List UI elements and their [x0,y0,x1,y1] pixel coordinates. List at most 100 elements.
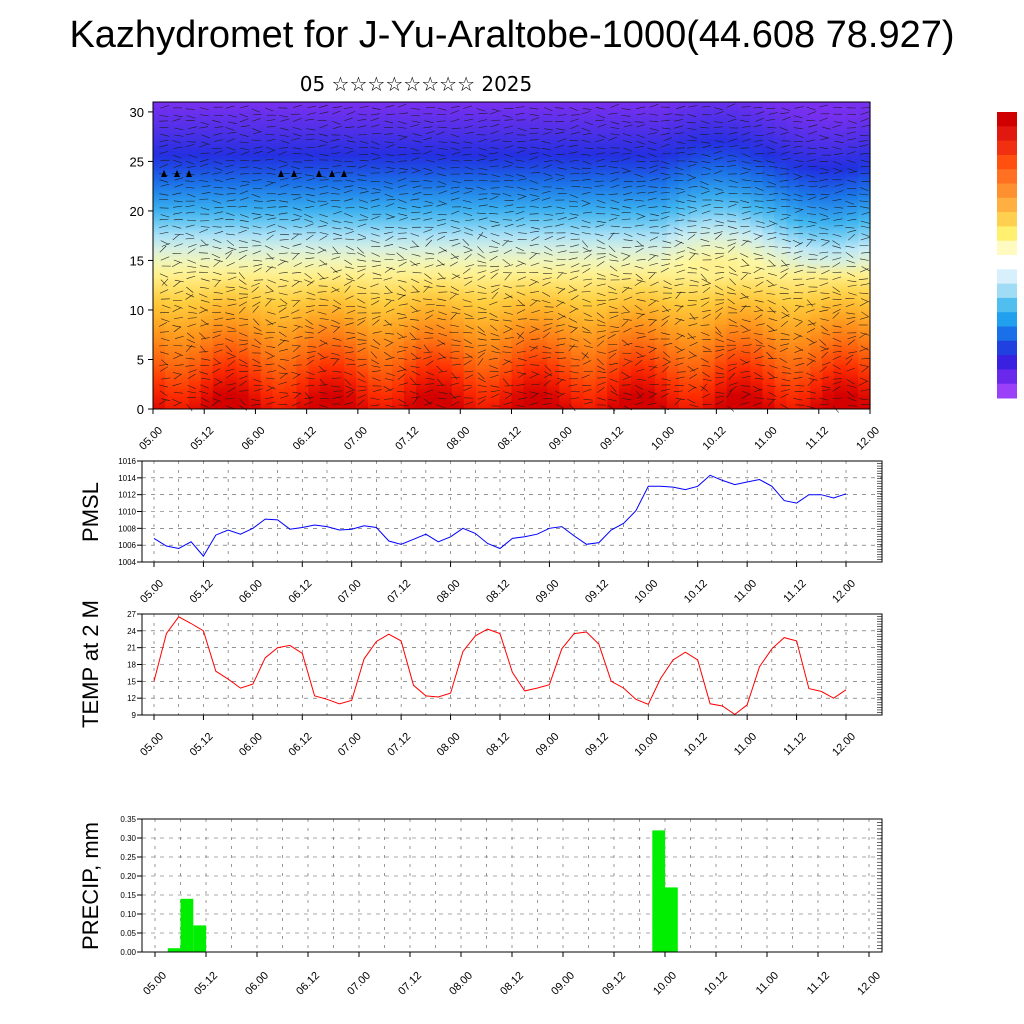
wind-barb [201,337,211,340]
wind-barb [701,173,711,176]
wind-barb [819,213,829,217]
wind-barb [819,403,830,406]
wind-barb [689,342,698,347]
wind-barb [319,153,329,156]
wind-barb [623,392,633,396]
cross-section-cell [547,102,560,409]
wind-barb [847,194,857,196]
wind-barb [728,138,738,142]
wind-barb [820,347,830,352]
wind-barb [317,249,326,254]
wind-barb [370,240,380,244]
wind-barb [660,143,670,148]
wind-barb [502,378,510,386]
wind-barb [370,345,379,349]
wind-barb [463,360,472,366]
wind-barb [780,167,790,170]
wind-barb [266,167,276,171]
wind-barb [636,113,646,116]
wind-barb [621,263,631,267]
wind-barb [410,278,420,283]
wind-barb [385,105,395,108]
wind-barb [358,219,368,221]
wind-barb [742,125,752,128]
wind-barb [795,385,805,387]
wind-barb [344,213,353,217]
wind-barb [425,310,435,314]
wind-barb [292,391,302,394]
wind-barb [489,220,499,224]
wind-barb [199,306,209,312]
wind-barb [821,126,831,130]
wind-barb [372,389,382,393]
wind-barb [544,213,554,216]
wind-barb [463,141,473,144]
wind-barb [424,389,434,393]
wind-barb [767,252,776,258]
wind-barb [780,343,790,346]
wind-barb [450,291,459,296]
wind-barb [530,117,540,122]
wind-barb [200,278,210,282]
wind-barb [742,391,752,395]
wind-barb [701,393,711,399]
wind-barb [291,354,301,359]
wind-barb [186,193,196,198]
wind-barb [452,363,462,366]
wind-barb [649,128,659,131]
wind-barb [345,150,354,155]
wind-barb [412,185,422,188]
wind-barb [384,267,393,273]
wind-barb [662,233,672,235]
precip-y-tick-label: 0.20 [120,872,136,881]
wind-barb [477,317,487,320]
wind-barb [687,398,696,404]
wind-barb [820,385,830,388]
wind-barb [343,220,353,224]
wind-barb [701,383,707,392]
wind-barb [279,298,288,305]
wind-barb [411,120,421,123]
wind-barb [570,238,580,240]
colorbar-swatch [997,112,1017,127]
wind-barb [398,324,408,327]
wind-barb [821,306,831,309]
wind-barb [833,153,843,155]
wind-barb [292,253,299,260]
wind-barb [701,245,711,247]
wind-barb [491,345,500,350]
wind-barb [780,151,790,155]
colorbar-swatch [997,369,1017,385]
wind-barb [266,199,276,202]
wind-barb [715,191,725,195]
wind-barb [753,267,762,274]
wind-barb [343,281,353,286]
wind-barb [305,319,313,325]
wind-barb [621,157,631,161]
wind-barb [741,106,751,108]
wind-barb [755,344,765,347]
wind-barb [464,125,473,129]
wind-barb [529,253,537,260]
wind-barb [451,311,461,314]
wind-barb [662,361,671,367]
wind-barb [805,405,815,409]
wind-barb [858,381,868,386]
cross-section-cell [296,102,309,409]
wind-barb [253,264,263,267]
wind-barb [832,309,841,314]
wind-barb [859,364,869,367]
wind-barb [199,163,209,168]
wind-barb [515,211,525,215]
wind-barb [187,391,197,394]
wind-barb [239,118,249,123]
wind-barb [806,337,815,343]
wind-barb [304,396,314,399]
wind-barb [252,225,262,229]
wind-barb [754,200,764,202]
wind-barb [185,344,193,352]
wind-barb [860,283,870,286]
wind-barb [832,355,842,360]
wind-barb [478,125,488,129]
wind-barb [781,311,790,318]
